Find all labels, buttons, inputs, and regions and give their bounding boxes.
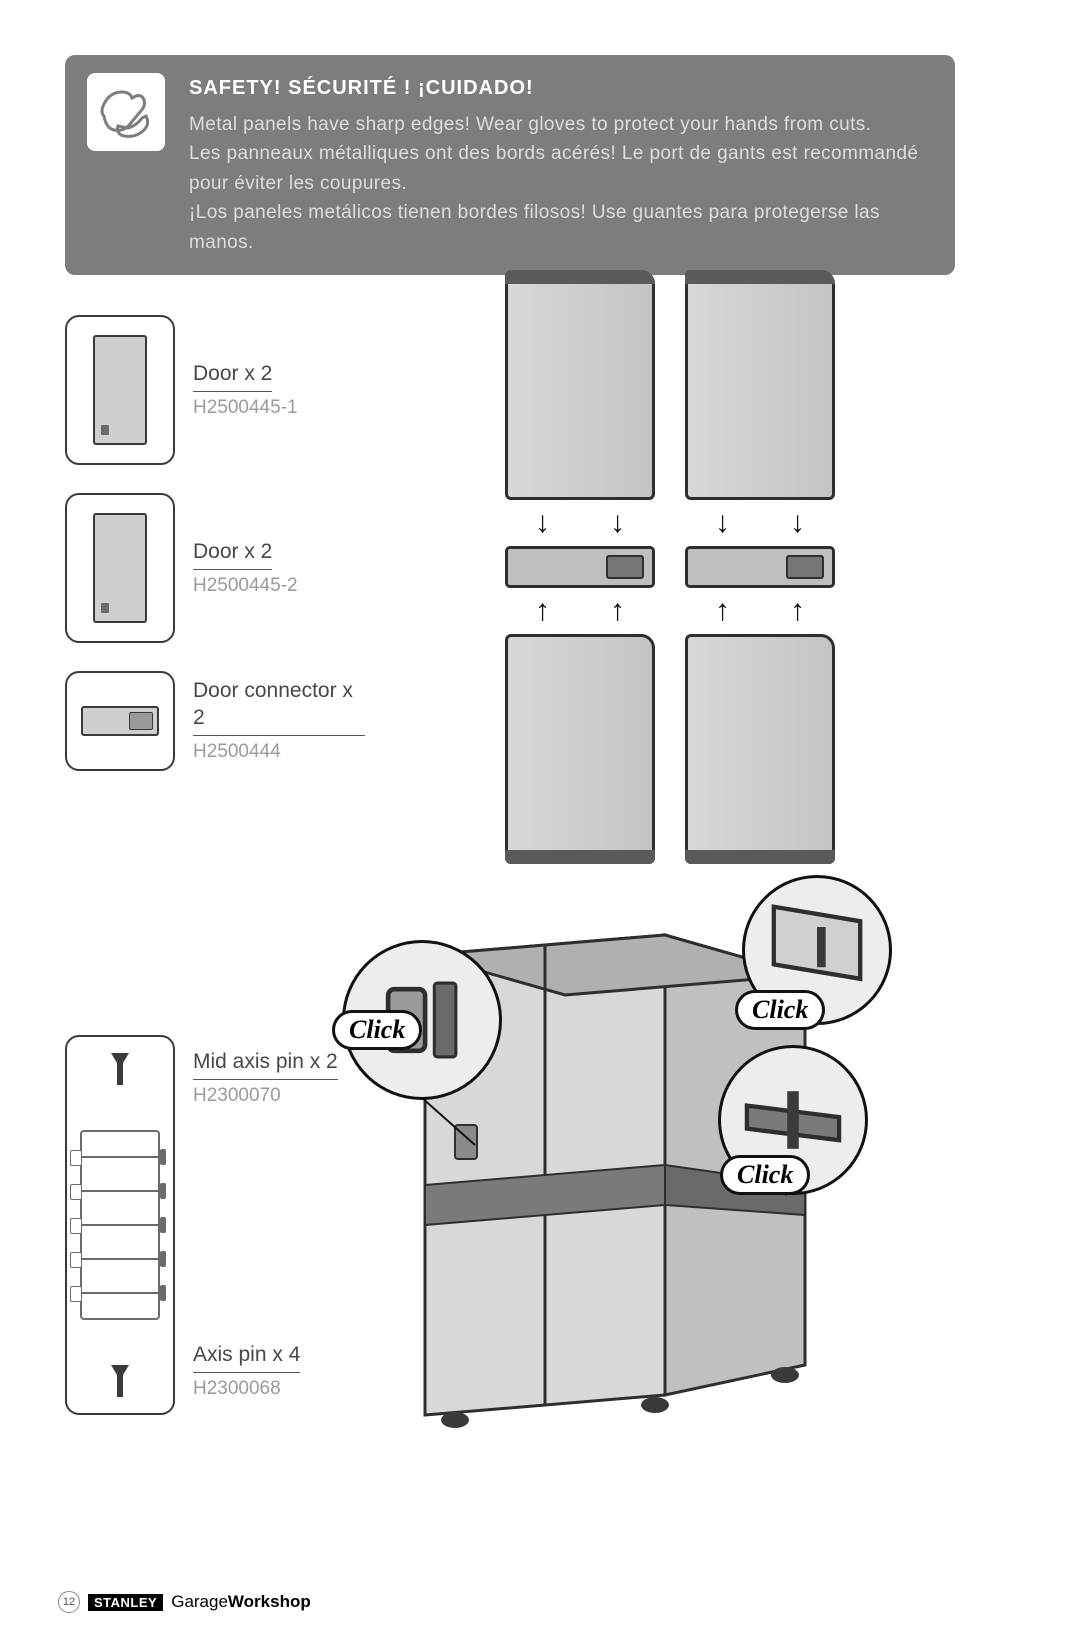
part-name: Door connector x 2: [193, 678, 365, 736]
axis-pin-icon: [107, 1361, 133, 1401]
series-label: GarageWorkshop: [171, 1592, 311, 1612]
safety-title: SAFETY! SÉCURITÉ ! ¡CUIDADO!: [189, 73, 933, 104]
click-badge: Click: [332, 1010, 422, 1050]
connector-right: [685, 546, 835, 588]
arrow-up-icon: ↑: [790, 594, 805, 628]
arrow-down-icon: ↓: [715, 506, 730, 540]
part-thumb-door: [65, 315, 175, 465]
mid-axis-sku: H2300070: [193, 1084, 338, 1108]
axis-block: Mid axis pin x 2 H2300070 Axis pin x 4 H…: [65, 1035, 365, 1415]
door-bot-right: [685, 634, 835, 864]
axis-pin-sku: H2300068: [193, 1377, 338, 1401]
connector-left: [505, 546, 655, 588]
part-thumb-door: [65, 493, 175, 643]
axis-thumb: [65, 1035, 175, 1415]
arrow-down-icon: ↓: [610, 506, 625, 540]
safety-fr: Les panneaux métalliques ont des bords a…: [189, 139, 933, 198]
safety-banner: SAFETY! SÉCURITÉ ! ¡CUIDADO! Metal panel…: [65, 55, 955, 275]
door-bot-left: [505, 634, 655, 864]
axis-pin-name: Axis pin x 4: [193, 1342, 300, 1373]
part-thumb-connector: [65, 671, 175, 771]
safety-es: ¡Los paneles metálicos tienen bordes fil…: [189, 198, 933, 257]
page-number: 12: [58, 1591, 80, 1613]
safety-en: Metal panels have sharp edges! Wear glov…: [189, 110, 933, 139]
part-sku: H2500444: [193, 740, 365, 764]
door-top-left: [505, 270, 655, 500]
arrow-up-icon: ↑: [535, 594, 550, 628]
part-sku: H2500445-2: [193, 574, 298, 598]
part-name: Door x 2: [193, 539, 272, 570]
page-footer: 12 STANLEY GarageWorkshop: [58, 1591, 311, 1613]
exploded-diagram: ↓ ↓ ↓ ↓ ↑ ↑ ↑ ↑: [465, 270, 875, 864]
click-badge: Click: [720, 1155, 810, 1195]
part-row: Door x 2 H2500445-2: [65, 493, 365, 643]
safety-text: SAFETY! SÉCURITÉ ! ¡CUIDADO! Metal panel…: [189, 73, 933, 257]
brand-badge: STANLEY: [88, 1594, 163, 1611]
arrow-up-icon: ↑: [715, 594, 730, 628]
click-badge: Click: [735, 990, 825, 1030]
rack-icon: [80, 1130, 160, 1320]
part-row: Door x 2 H2500445-1: [65, 315, 365, 465]
part-sku: H2500445-1: [193, 396, 298, 420]
mid-axis-pin-icon: [107, 1049, 133, 1089]
parts-list: Door x 2 H2500445-1 Door x 2 H2500445-2 …: [65, 315, 365, 799]
arrow-down-icon: ↓: [790, 506, 805, 540]
part-row: Door connector x 2 H2500444: [65, 671, 365, 771]
mid-axis-name: Mid axis pin x 2: [193, 1049, 338, 1080]
arrow-down-icon: ↓: [535, 506, 550, 540]
door-top-right: [685, 270, 835, 500]
part-name: Door x 2: [193, 361, 272, 392]
arrow-up-icon: ↑: [610, 594, 625, 628]
gloves-icon: [87, 73, 165, 151]
